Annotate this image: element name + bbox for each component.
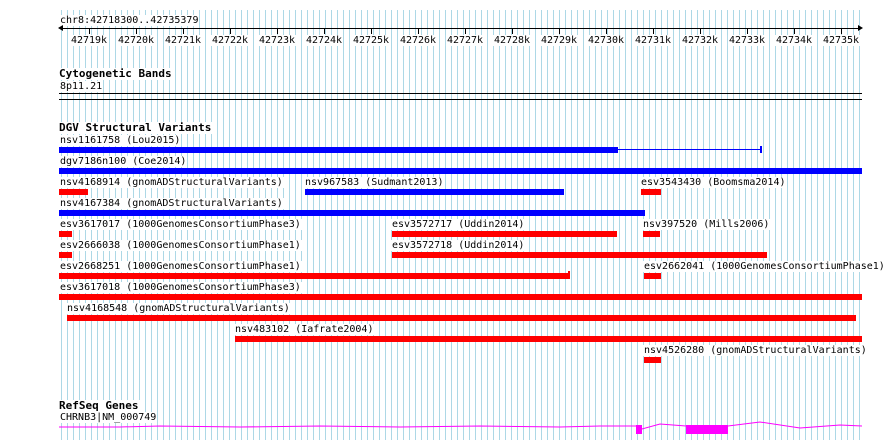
variant-label[interactable]: nsv4168548 (gnomADStructuralVariants)	[66, 303, 291, 314]
variant-bar[interactable]	[644, 357, 661, 363]
ruler-tick-label: 42725k	[351, 35, 391, 46]
ruler-tick	[371, 29, 372, 34]
refseq-track-title[interactable]: RefSeq Genes	[59, 399, 141, 412]
variant-label[interactable]: nsv397520 (Mills2006)	[642, 219, 771, 230]
variant-bar[interactable]	[643, 231, 660, 237]
ruler-tick	[230, 29, 231, 34]
ruler-tick-label: 42730k	[586, 35, 626, 46]
ruler-tick-label: 42720k	[116, 35, 156, 46]
ruler-tick-label: 42732k	[680, 35, 720, 46]
variant-bar[interactable]	[235, 336, 862, 342]
variant-end-marker	[568, 271, 570, 279]
ruler-tick-label: 42729k	[539, 35, 579, 46]
variant-label[interactable]: esv3572718 (Uddin2014)	[391, 240, 526, 251]
ruler-tick	[183, 29, 184, 34]
variant-bar[interactable]	[59, 210, 645, 216]
ruler-tick-label: 42733k	[727, 35, 767, 46]
variant-bar[interactable]	[641, 189, 661, 195]
region-label: chr8:42718300..42735379	[59, 15, 200, 26]
variant-label[interactable]: nsv483102 (Iafrate2004)	[234, 324, 375, 335]
ruler-tick	[841, 29, 842, 34]
ruler-tick-label: 42728k	[492, 35, 532, 46]
variant-label[interactable]: esv2666038 (1000GenomesConsortiumPhase1)	[59, 240, 302, 251]
variant-label[interactable]: nsv4167384 (gnomADStructuralVariants)	[59, 198, 284, 209]
ruler-arrow-left-icon	[58, 25, 63, 31]
ruler-tick	[606, 29, 607, 34]
ruler-tick	[747, 29, 748, 34]
cytoband-line-top	[59, 93, 862, 94]
ruler-tick	[136, 29, 137, 34]
ruler-tick	[559, 29, 560, 34]
ruler-tick	[512, 29, 513, 34]
dgv-track-title[interactable]: DGV Structural Variants	[59, 121, 214, 134]
variant-label[interactable]: nsv4526280 (gnomADStructuralVariants)	[643, 345, 868, 356]
cytoband-line-bottom	[59, 99, 862, 100]
variant-bar[interactable]	[392, 252, 767, 258]
variant-bar[interactable]	[644, 273, 661, 279]
ruler-tick-label: 42723k	[257, 35, 297, 46]
variant-label[interactable]: esv2668251 (1000GenomesConsortiumPhase1)	[59, 261, 302, 272]
cytobands-track-title[interactable]: Cytogenetic Bands	[59, 67, 174, 80]
gene-model[interactable]	[0, 418, 890, 440]
variant-label[interactable]: nsv4168914 (gnomADStructuralVariants)	[59, 177, 284, 188]
variant-label[interactable]: esv3572717 (Uddin2014)	[391, 219, 526, 230]
ruler-tick	[700, 29, 701, 34]
ruler-tick	[324, 29, 325, 34]
ruler-tick-label: 42734k	[774, 35, 814, 46]
cytoband-label: 8p11.21	[59, 81, 104, 92]
variant-label[interactable]: esv3617017 (1000GenomesConsortiumPhase3)	[59, 219, 302, 230]
variant-label[interactable]: esv3543430 (Boomsma2014)	[640, 177, 787, 188]
variant-label[interactable]: esv2662041 (1000GenomesConsortiumPhase1)	[643, 261, 886, 272]
variant-bar[interactable]	[59, 273, 569, 279]
ruler-tick-label: 42731k	[633, 35, 673, 46]
variant-bar[interactable]	[59, 294, 862, 300]
variant-bar[interactable]	[392, 231, 617, 237]
gene-intron-line	[59, 421, 863, 430]
ruler-tick	[653, 29, 654, 34]
gene-label[interactable]: CHRNB3|NM_000749	[59, 412, 158, 423]
ruler-tick-label: 42735k	[821, 35, 861, 46]
ruler-tick-label: 42721k	[163, 35, 203, 46]
ruler-tick	[794, 29, 795, 34]
ruler-tick-label: 42719k	[69, 35, 109, 46]
variant-connector-line	[618, 149, 761, 150]
ruler-tick-label: 42724k	[304, 35, 344, 46]
variant-bar[interactable]	[67, 315, 856, 321]
ruler-tick	[465, 29, 466, 34]
ruler-tick-label: 42726k	[398, 35, 438, 46]
ruler-tick	[277, 29, 278, 34]
variant-bar[interactable]	[59, 168, 862, 174]
variant-label[interactable]: esv3617018 (1000GenomesConsortiumPhase3)	[59, 282, 302, 293]
gene-exon	[636, 425, 642, 434]
ruler-tick-label: 42722k	[210, 35, 250, 46]
ruler-tick	[89, 29, 90, 34]
variant-end-marker	[760, 146, 762, 153]
ruler-axis	[60, 28, 860, 29]
variant-bar[interactable]	[59, 231, 72, 237]
variant-label[interactable]: nsv1161758 (Lou2015)	[59, 135, 182, 146]
variant-bar[interactable]	[305, 189, 564, 195]
ruler-tick	[418, 29, 419, 34]
variant-label[interactable]: dgv7186n100 (Coe2014)	[59, 156, 188, 167]
variant-label[interactable]: nsv967583 (Sudmant2013)	[304, 177, 445, 188]
variant-bar[interactable]	[59, 189, 88, 195]
variant-bar[interactable]	[59, 252, 72, 258]
ruler-tick-label: 42727k	[445, 35, 485, 46]
variant-bar[interactable]	[59, 147, 618, 153]
gene-exon	[686, 425, 728, 434]
ruler-arrow-right-icon	[858, 25, 863, 31]
